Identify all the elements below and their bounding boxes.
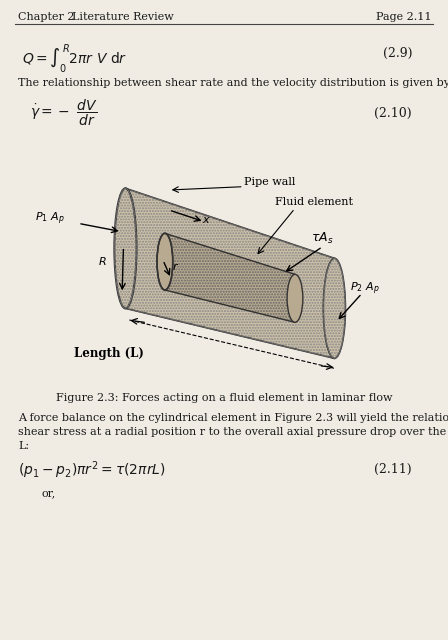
Text: $Q = \int_0^{R} 2\pi r\ V\ \mathrm{d}r$: $Q = \int_0^{R} 2\pi r\ V\ \mathrm{d}r$	[22, 42, 127, 75]
Text: L:: L:	[18, 441, 29, 451]
Text: Chapter 2: Chapter 2	[18, 12, 74, 22]
Text: (2.9): (2.9)	[383, 47, 412, 60]
Text: Length (L): Length (L)	[74, 347, 144, 360]
Text: $R$: $R$	[98, 255, 107, 267]
Text: Fluid element: Fluid element	[275, 197, 353, 207]
Ellipse shape	[114, 188, 137, 308]
Text: (2.10): (2.10)	[375, 107, 412, 120]
Text: $P_2\ A_p$: $P_2\ A_p$	[350, 281, 380, 298]
Text: Figure 2.3: Forces acting on a fluid element in laminar flow: Figure 2.3: Forces acting on a fluid ele…	[56, 393, 392, 403]
Text: $r$: $r$	[172, 261, 179, 272]
Text: $(p_1 - p_2)\pi r^2 = \tau(2\pi r L)$: $(p_1 - p_2)\pi r^2 = \tau(2\pi r L)$	[18, 459, 166, 481]
Text: or,: or,	[42, 488, 56, 498]
Text: The relationship between shear rate and the velocity distribution is given by: The relationship between shear rate and …	[18, 78, 448, 88]
Ellipse shape	[287, 275, 303, 323]
Text: Page 2.11: Page 2.11	[376, 12, 432, 22]
Text: Pipe wall: Pipe wall	[244, 177, 295, 187]
Text: $x$: $x$	[202, 215, 211, 225]
Ellipse shape	[157, 234, 173, 290]
Text: A force balance on the cylindrical element in Figure 2.3 will yield the relation: A force balance on the cylindrical eleme…	[18, 413, 448, 423]
Text: shear stress at a radial position r to the overall axial pressure drop over the : shear stress at a radial position r to t…	[18, 427, 448, 437]
Ellipse shape	[323, 259, 345, 358]
Text: Literature Review: Literature Review	[72, 12, 174, 22]
Polygon shape	[165, 234, 295, 323]
Text: $\dot{\gamma} = -\ \dfrac{dV}{dr}$: $\dot{\gamma} = -\ \dfrac{dV}{dr}$	[30, 98, 98, 129]
Text: (2.11): (2.11)	[375, 463, 412, 476]
Text: $\tau A_s$: $\tau A_s$	[311, 230, 333, 246]
Text: $P_1\ A_p$: $P_1\ A_p$	[35, 211, 65, 227]
Polygon shape	[125, 188, 334, 358]
